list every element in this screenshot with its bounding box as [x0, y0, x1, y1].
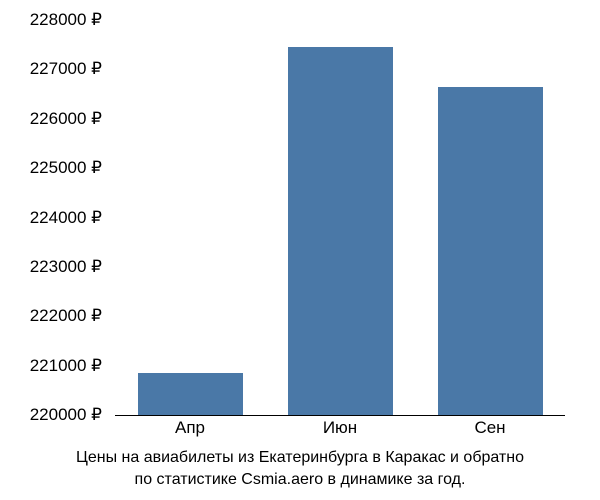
bar: [138, 373, 243, 415]
caption-line-2: по статистике Csmia.aero в динамике за г…: [135, 471, 466, 488]
plot-area: [115, 20, 565, 415]
y-tick-label: 226000 ₽: [30, 109, 102, 129]
x-tick-label: Июн: [323, 418, 357, 438]
y-tick-label: 222000 ₽: [30, 306, 102, 326]
y-tick-label: 223000 ₽: [30, 257, 102, 277]
y-tick-label: 228000 ₽: [30, 10, 102, 30]
y-tick-label: 220000 ₽: [30, 405, 102, 425]
x-axis-line: [115, 415, 565, 416]
x-tick-label: Апр: [175, 418, 205, 438]
y-tick-label: 225000 ₽: [30, 158, 102, 178]
caption-line-1: Цены на авиабилеты из Екатеринбурга в Ка…: [76, 449, 524, 466]
y-tick-label: 224000 ₽: [30, 208, 102, 228]
y-tick-label: 227000 ₽: [30, 59, 102, 79]
y-tick-label: 221000 ₽: [30, 356, 102, 376]
chart-caption: Цены на авиабилеты из Екатеринбурга в Ка…: [0, 447, 600, 492]
bar: [438, 87, 543, 415]
x-tick-label: Сен: [474, 418, 505, 438]
y-axis-labels: 220000 ₽221000 ₽222000 ₽223000 ₽224000 ₽…: [5, 20, 110, 415]
bar: [288, 47, 393, 415]
x-axis-labels: Апр Июн Сен: [115, 418, 565, 443]
chart-container: 220000 ₽ 221000 ₽ 222000 ₽ 223000 ₽ 224000 ₽…: [0, 0, 600, 500]
